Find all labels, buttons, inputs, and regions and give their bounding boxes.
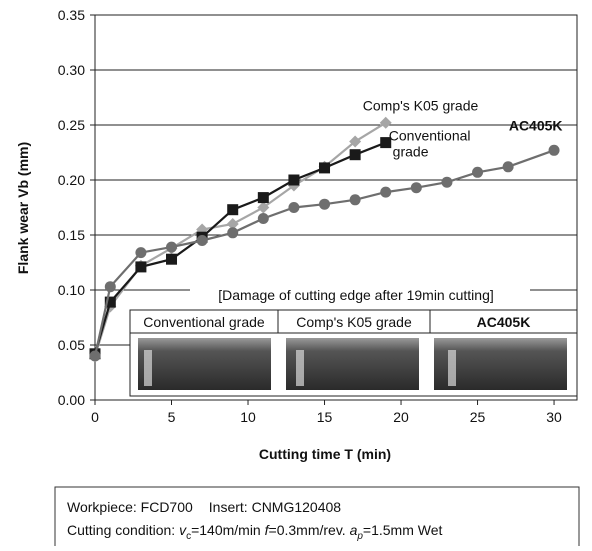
marker bbox=[166, 241, 178, 253]
marker bbox=[548, 144, 560, 156]
marker bbox=[227, 204, 239, 216]
x-tick-label: 25 bbox=[470, 409, 486, 425]
text: Cutting condition: bbox=[67, 522, 179, 538]
marker bbox=[288, 202, 300, 213]
insert: Insert: CNMG120408 bbox=[209, 499, 341, 515]
marker bbox=[441, 176, 453, 188]
marker bbox=[257, 213, 269, 224]
marker bbox=[380, 137, 392, 149]
inset-header: Conventional grade bbox=[143, 314, 265, 330]
series-line bbox=[93, 149, 555, 357]
x-tick-label: 10 bbox=[240, 409, 256, 425]
marker bbox=[135, 261, 147, 273]
inset-header: Comp's K05 grade bbox=[296, 314, 412, 330]
marker bbox=[227, 227, 239, 239]
text: =140m/min bbox=[191, 522, 265, 538]
marker bbox=[349, 194, 361, 206]
marker bbox=[288, 174, 300, 186]
text: v bbox=[179, 522, 187, 538]
series-label: AC405K bbox=[509, 118, 563, 134]
inset-caption-bg bbox=[190, 285, 530, 305]
marker bbox=[135, 247, 147, 259]
edge-photo-highlight bbox=[296, 350, 304, 386]
y-tick-label: 0.10 bbox=[58, 282, 85, 298]
marker bbox=[226, 218, 239, 230]
x-axis-label: Cutting time T (min) bbox=[259, 446, 391, 462]
marker bbox=[104, 281, 116, 293]
series-label: Comp's K05 grade bbox=[363, 98, 479, 114]
series-label: Conventional grade bbox=[389, 127, 471, 159]
inset-caption: [Damage of cutting edge after 19min cutt… bbox=[218, 287, 494, 303]
x-tick-label: 5 bbox=[168, 409, 176, 425]
y-tick-label: 0.00 bbox=[58, 392, 85, 408]
y-tick-label: 0.30 bbox=[58, 62, 85, 78]
marker bbox=[196, 235, 208, 246]
text: =1.5mm Wet bbox=[363, 522, 443, 538]
y-tick-label: 0.05 bbox=[58, 337, 85, 353]
y-tick-label: 0.20 bbox=[58, 172, 85, 188]
marker bbox=[319, 198, 331, 210]
x-tick-label: 15 bbox=[317, 409, 333, 425]
marker bbox=[472, 166, 484, 178]
conditions-line1: Workpiece: FCD700 Insert: CNMG120408 bbox=[67, 499, 341, 515]
marker bbox=[166, 253, 178, 265]
text: f bbox=[265, 522, 271, 538]
text: p bbox=[356, 531, 363, 542]
x-tick-label: 20 bbox=[393, 409, 409, 425]
text: c bbox=[186, 531, 191, 542]
x-tick-label: 30 bbox=[546, 409, 562, 425]
marker bbox=[380, 186, 392, 198]
x-tick-label: 0 bbox=[91, 409, 99, 425]
y-tick-label: 0.35 bbox=[58, 7, 85, 23]
label-line: Conventional bbox=[389, 127, 471, 143]
marker bbox=[502, 161, 514, 173]
text: =0.3mm/rev. bbox=[269, 522, 350, 538]
label-line: grade bbox=[389, 143, 429, 159]
edge-photo bbox=[138, 338, 271, 390]
y-axis-label: Flank wear Vb (mm) bbox=[15, 142, 31, 274]
edge-photo-highlight bbox=[144, 350, 152, 386]
y-tick-label: 0.25 bbox=[58, 117, 85, 133]
marker bbox=[349, 149, 361, 161]
edge-photo-highlight bbox=[448, 350, 456, 386]
marker bbox=[104, 296, 116, 308]
workpiece: Workpiece: FCD700 bbox=[67, 499, 193, 515]
text: a bbox=[350, 522, 358, 538]
conditions-box bbox=[54, 486, 580, 551]
conditions-line2: Cutting condition: vc=140m/min f=0.3mm/r… bbox=[67, 522, 443, 542]
y-tick-label: 0.15 bbox=[58, 227, 85, 243]
edge-photo bbox=[434, 338, 567, 390]
plot: 0.00 0.05 0.10 0.15 0.20 0.25 0.30 0.35 0 5 10 15 20… bbox=[58, 7, 578, 425]
plot-frame bbox=[94, 14, 578, 401]
marker bbox=[257, 201, 270, 214]
inset-header: AC405K bbox=[477, 314, 531, 330]
marker bbox=[319, 162, 331, 174]
edge-photo bbox=[286, 338, 419, 390]
marker bbox=[349, 135, 362, 148]
marker bbox=[257, 192, 269, 204]
marker bbox=[410, 182, 422, 194]
marker bbox=[379, 116, 392, 129]
marker bbox=[89, 350, 101, 362]
